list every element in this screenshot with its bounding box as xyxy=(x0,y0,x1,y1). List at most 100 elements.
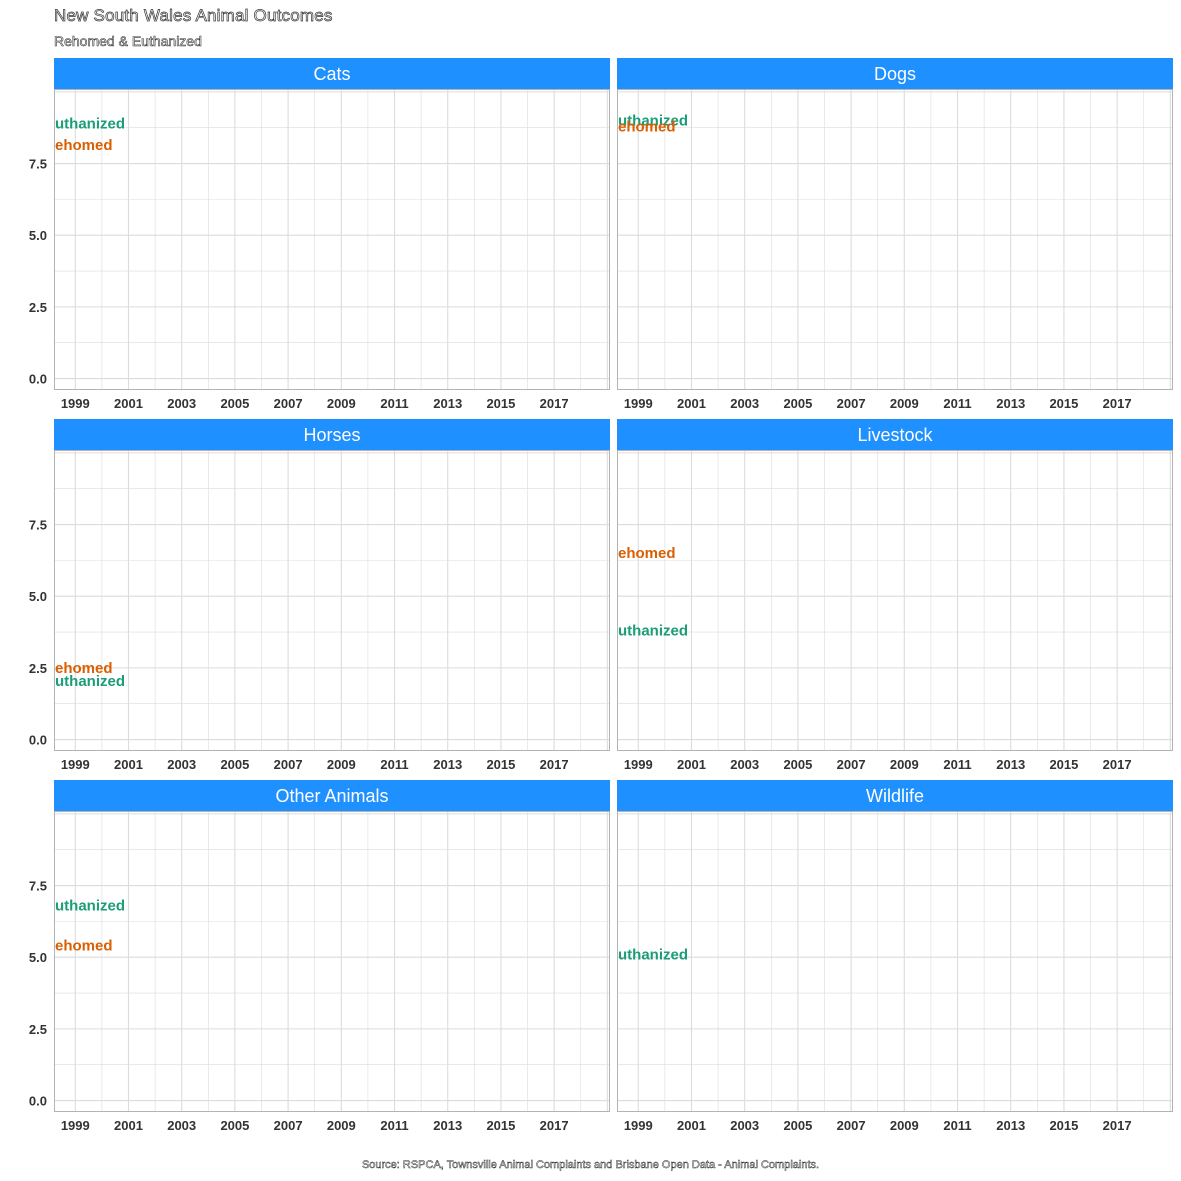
x-tick-label: 2015 xyxy=(1049,757,1078,772)
x-tick-label: 2009 xyxy=(327,1118,356,1133)
panel-background xyxy=(617,811,1173,1112)
series-label-rehomed: ehomed xyxy=(55,137,113,154)
y-tick-label: 2.5 xyxy=(29,661,47,676)
y-tick-label: 0.0 xyxy=(29,372,47,387)
x-tick-label: 2013 xyxy=(996,757,1025,772)
x-tick-label: 2005 xyxy=(783,396,812,411)
y-tick-label: 7.5 xyxy=(29,157,47,172)
series-label-euthanized: uthanized xyxy=(55,115,125,132)
x-tick-label: 1999 xyxy=(624,1118,653,1133)
x-tick-label: 2013 xyxy=(996,396,1025,411)
strip-label-wildlife: Wildlife xyxy=(866,786,924,806)
panel-border xyxy=(54,89,610,390)
series-label-rehomed: ehomed xyxy=(618,118,676,135)
panel-border xyxy=(54,450,610,751)
x-tick-label: 2015 xyxy=(1049,1118,1078,1133)
strip-wildlife xyxy=(617,780,1173,811)
strip-other-animals xyxy=(54,780,610,811)
x-tick-label: 1999 xyxy=(624,757,653,772)
x-tick-label: 2001 xyxy=(114,1118,143,1133)
y-tick-label: 5.0 xyxy=(29,950,47,965)
panel-background xyxy=(54,811,610,1112)
x-tick-label: 2011 xyxy=(380,396,408,411)
panel-border xyxy=(617,450,1173,751)
x-tick-label: 2009 xyxy=(890,1118,919,1133)
x-tick-label: 2003 xyxy=(167,1118,196,1133)
panel-border xyxy=(617,89,1173,390)
x-tick-label: 2001 xyxy=(114,396,143,411)
y-tick-label: 7.5 xyxy=(29,879,47,894)
x-tick-label: 2003 xyxy=(730,757,759,772)
x-tick-label: 2015 xyxy=(1049,396,1078,411)
x-tick-label: 2013 xyxy=(433,396,462,411)
y-tick-label: 5.0 xyxy=(29,589,47,604)
strip-label-other-animals: Other Animals xyxy=(275,786,388,806)
series-label-euthanized: uthanized xyxy=(618,113,688,130)
panel-plot-area: uthanized xyxy=(617,811,1173,1112)
x-tick-label: 2017 xyxy=(540,396,569,411)
x-tick-label: 2009 xyxy=(327,396,356,411)
panel-background xyxy=(54,450,610,751)
x-tick-label: 2017 xyxy=(1103,396,1132,411)
x-tick-label: 2017 xyxy=(1103,757,1132,772)
chart-subtitle: Rehomed & Euthanized xyxy=(54,33,202,50)
x-tick-label: 2009 xyxy=(327,757,356,772)
panel-background xyxy=(617,89,1173,390)
x-tick-label: 2013 xyxy=(996,1118,1025,1133)
chart-caption: Source: RSPCA, Townsville Animal Complai… xyxy=(361,1159,820,1171)
panel-background xyxy=(617,450,1173,751)
x-tick-label: 2017 xyxy=(540,757,569,772)
panel-wildlife: Wildlife uthanized 1999 2001 2003 2005 2007 200… xyxy=(617,780,1173,1133)
x-tick-label: 2011 xyxy=(943,396,971,411)
x-tick-label: 2007 xyxy=(274,396,303,411)
x-tick-label: 2011 xyxy=(943,1118,971,1133)
x-tick-label: 2005 xyxy=(783,757,812,772)
series-label-rehomed: ehomed xyxy=(618,545,676,562)
x-tick-label: 2001 xyxy=(677,1118,706,1133)
x-tick-label: 2001 xyxy=(114,757,143,772)
x-tick-label: 1999 xyxy=(624,396,653,411)
x-tick-label: 1999 xyxy=(61,1118,90,1133)
x-tick-label: 2007 xyxy=(274,757,303,772)
y-tick-label: 7.5 xyxy=(29,518,47,533)
x-tick-label: 2005 xyxy=(783,1118,812,1133)
x-tick-label: 2011 xyxy=(380,1118,408,1133)
strip-label-livestock: Livestock xyxy=(857,425,933,445)
series-label-euthanized: uthanized xyxy=(618,946,688,963)
x-tick-label: 2007 xyxy=(274,1118,303,1133)
strip-horses xyxy=(54,419,610,450)
y-tick-label: 5.0 xyxy=(29,228,47,243)
panel-plot-area: uthanized ehomed xyxy=(54,89,610,390)
x-tick-label: 2013 xyxy=(433,1118,462,1133)
y-tick-label: 2.5 xyxy=(29,1022,47,1037)
series-label-rehomed: ehomed xyxy=(55,938,113,955)
x-tick-label: 2007 xyxy=(837,757,866,772)
strip-label-dogs: Dogs xyxy=(874,64,916,84)
x-tick-label: 2015 xyxy=(486,1118,515,1133)
x-tick-label: 2009 xyxy=(890,396,919,411)
strip-label-horses: Horses xyxy=(303,425,360,445)
x-tick-label: 2013 xyxy=(433,757,462,772)
x-tick-label: 1999 xyxy=(61,757,90,772)
x-tick-label: 2003 xyxy=(730,396,759,411)
x-tick-label: 2017 xyxy=(540,1118,569,1133)
x-tick-label: 2007 xyxy=(837,1118,866,1133)
panel-livestock: Livestock ehomed uthanized 1999 2001 2003 2005… xyxy=(617,419,1173,772)
x-tick-label: 2007 xyxy=(837,396,866,411)
strip-dogs xyxy=(617,58,1173,89)
x-tick-label: 2005 xyxy=(220,396,249,411)
x-tick-label: 1999 xyxy=(61,396,90,411)
panel-cats: Cats uthanized ehomed 1999 2001 2003 2005 2007 2… xyxy=(29,58,610,411)
panel-other-animals: Other Animals uthanized ehomed 1999 2001 2003… xyxy=(29,780,610,1133)
x-tick-label: 2011 xyxy=(380,757,408,772)
panel-border xyxy=(617,811,1173,1112)
x-tick-label: 2015 xyxy=(486,757,515,772)
chart-title: New South Wales Animal Outcomes xyxy=(54,6,333,26)
x-tick-label: 2003 xyxy=(167,757,196,772)
x-tick-label: 2009 xyxy=(890,757,919,772)
